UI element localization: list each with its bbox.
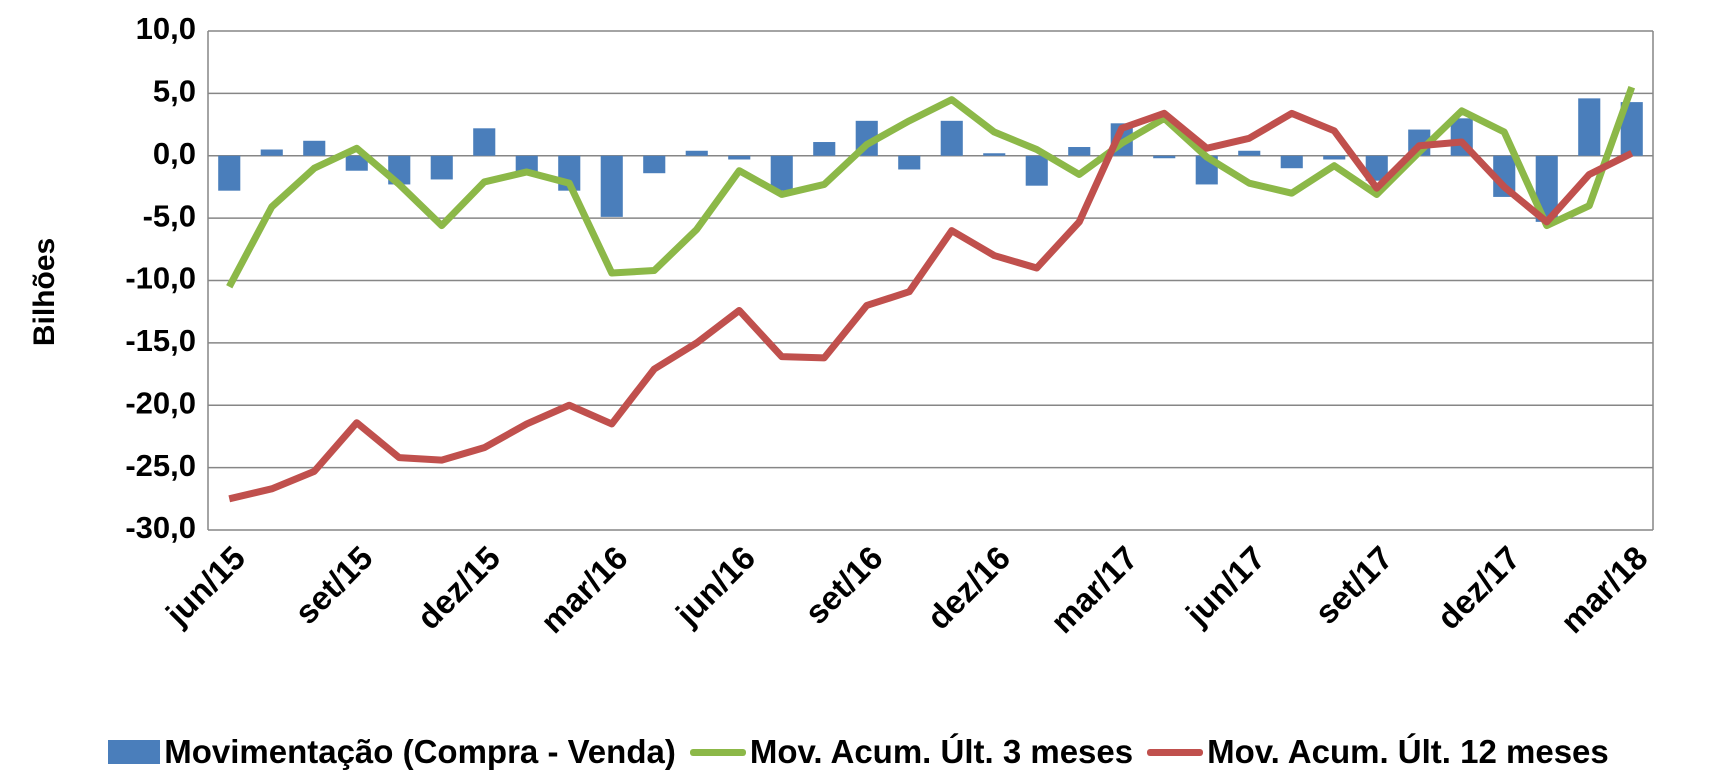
x-tick-label: set/17 [1307,539,1399,631]
y-tick-label: -5,0 [143,198,196,233]
bar [1323,155,1346,160]
bar [430,155,453,180]
bar [1365,155,1388,181]
legend-swatch [108,740,161,764]
y-tick-label: 0,0 [153,136,196,171]
bar [940,120,963,156]
bar [345,155,368,171]
bar [770,155,793,191]
x-tick-label: mar/18 [1553,539,1654,640]
bar [1578,98,1601,156]
x-tick-label: jun/16 [668,539,762,633]
y-tick-label: -10,0 [125,261,196,296]
legend-item: Mov. Acum. Últ. 12 meses [1147,733,1609,771]
bar [983,153,1006,156]
y-tick-label: 10,0 [136,11,196,46]
x-tick-label: set/15 [287,539,379,631]
x-tick-label: mar/17 [1043,539,1144,640]
bar [898,155,921,170]
chart: Bilhões -30,0 -25,0 -20,0 -15,0 -10,0 -5,0 0,0… [28,11,1655,640]
legend-swatch [1147,748,1204,756]
y-tick-label: -15,0 [125,323,196,358]
bar [643,155,666,174]
x-tick-label: jun/17 [1178,539,1272,633]
line [226,85,1636,289]
line [228,109,1634,503]
bar [1620,102,1643,156]
x-tick-label: mar/16 [533,539,634,640]
bar [218,155,241,191]
x-tick-label: dez/15 [410,539,508,637]
legend-label: Movimentação (Compra - Venda) [164,733,676,770]
legend-swatch [689,748,746,756]
bar [1238,150,1261,156]
y-tick-label: -20,0 [125,385,196,420]
bar [515,155,538,172]
x-tick-label: dez/16 [920,539,1018,637]
bar [600,155,623,217]
bar [1153,155,1176,159]
bar [728,155,751,160]
x-tick-label: jun/15 [158,539,252,633]
bar [1068,147,1091,156]
x-tick-label: dez/17 [1430,539,1528,637]
bar [1025,155,1048,186]
bar [685,150,708,156]
bar [473,128,496,156]
legend-label: Mov. Acum. Últ. 12 meses [1207,733,1609,770]
bar [1280,155,1303,169]
x-tick-label: set/16 [797,539,889,631]
legend-item: Movimentação (Compra - Venda) [108,733,676,771]
bar [303,140,326,156]
bar [260,149,283,156]
bar [1493,155,1516,197]
y-tick-label: -25,0 [125,448,196,483]
y-tick-label: 5,0 [153,74,196,109]
bar [813,142,836,156]
y-axis-label: Bilhões [28,238,61,346]
legend-label: Mov. Acum. Últ. 3 meses [749,733,1134,770]
legend: Movimentação (Compra - Venda) Mov. Acum. … [0,733,1717,771]
legend-item: Mov. Acum. Últ. 3 meses [689,733,1134,771]
y-tick-label: -30,0 [125,510,196,545]
